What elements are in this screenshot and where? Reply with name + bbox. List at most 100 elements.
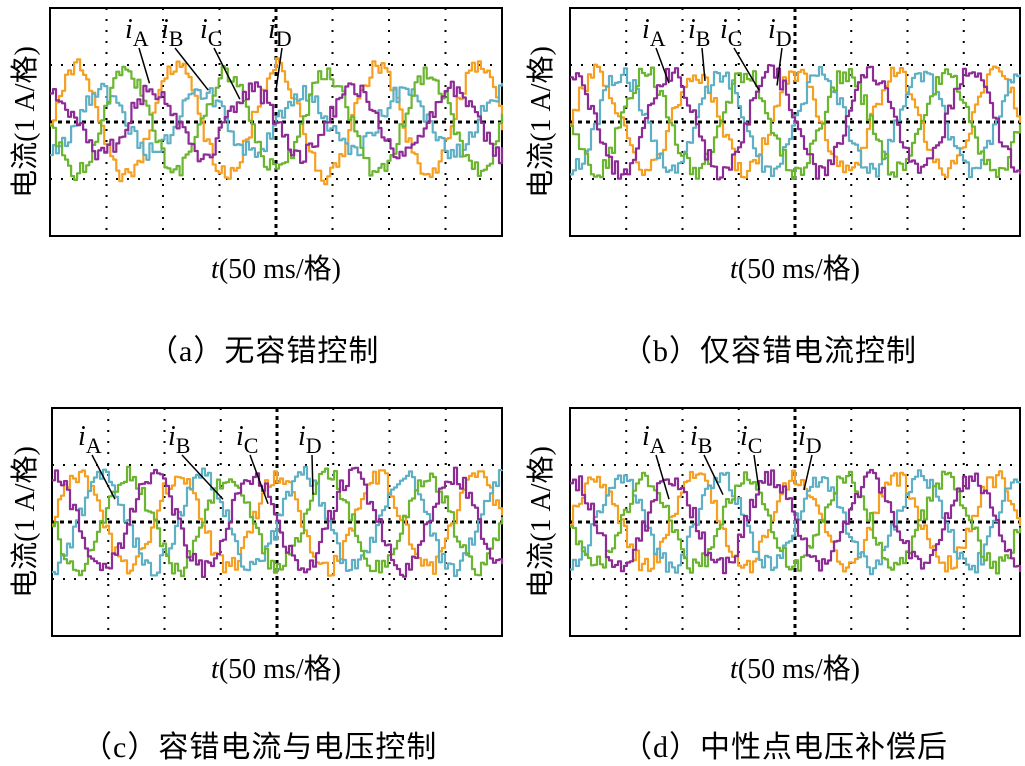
- x-axis-label-rest-a: (50 ms/格): [219, 253, 341, 285]
- series-line-iC-d: [570, 470, 1022, 575]
- label-pointer-C-c: [249, 454, 269, 505]
- label-pointer-A-b: [655, 47, 670, 84]
- series-label-D-b: iD: [768, 14, 792, 51]
- y-axis-label-a: 电流(1 A/格): [9, 46, 41, 198]
- series-label-sub-b: B: [696, 26, 711, 51]
- series-label-sub-b: C: [728, 26, 743, 51]
- series-label-base-a: i: [125, 14, 133, 45]
- series-line-iA-a: [50, 57, 504, 186]
- x-axis-label-italic-b: t: [730, 254, 739, 285]
- plot-area-d: [569, 407, 1022, 637]
- x-axis-label-a: t(50 ms/格): [211, 253, 341, 285]
- series-label-sub-d: B: [698, 433, 713, 458]
- series-label-sub-c: C: [244, 433, 259, 458]
- series-label-base-c: i: [78, 421, 86, 452]
- series-line-iD-a: [50, 80, 504, 165]
- x-axis-label-rest-b: (50 ms/格): [738, 253, 860, 285]
- series-label-sub-a: A: [133, 26, 149, 51]
- x-axis-label-rest-d: (50 ms/格): [738, 653, 860, 685]
- series-label-C-b: iC: [720, 14, 742, 51]
- series-label-sub-d: A: [650, 433, 666, 458]
- caption-c: （c）容错电流与电压控制: [82, 731, 438, 764]
- series-label-D-a: iD: [268, 14, 292, 51]
- plot-area-b: [569, 7, 1022, 237]
- label-pointer-A-d: [655, 454, 670, 500]
- series-label-B-b: iB: [688, 14, 710, 51]
- series-label-base-b: i: [642, 14, 650, 45]
- series-label-B-d: iB: [690, 421, 712, 458]
- series-label-C-a: iC: [200, 14, 222, 51]
- panel-a: 电流(1 A/格) t(50 ms/格) iA iB iC iD （a）无容错控制: [0, 0, 512, 383]
- series-label-base-b: i: [688, 14, 696, 45]
- series-label-sub-c: B: [176, 433, 191, 458]
- plot-area-c: [51, 407, 504, 637]
- chart-c: 电流(1 A/格) t(50 ms/格) iA iB iC iD: [9, 407, 504, 685]
- series-label-B-a: iB: [161, 14, 183, 51]
- series-label-base-d: i: [690, 421, 698, 452]
- caption-a: （a）无容错控制: [148, 335, 380, 368]
- label-pointer-D-c: [311, 454, 314, 495]
- x-axis-label-b: t(50 ms/格): [730, 253, 860, 285]
- series-label-sub-d: C: [748, 433, 763, 458]
- series-label-sub-b: A: [650, 26, 666, 51]
- x-axis-label-italic-c: t: [211, 654, 220, 685]
- label-pointer-C-d: [753, 454, 760, 491]
- y-axis-label-c: 电流(1 A/格): [9, 446, 41, 598]
- chart-b: 电流(1 A/格) t(50 ms/格) iA iB iC iD: [525, 7, 1022, 285]
- series-label-C-c: iC: [236, 421, 258, 458]
- x-axis-label-italic-d: t: [730, 654, 739, 685]
- series-label-sub-c: D: [306, 433, 322, 458]
- series-label-A-c: iA: [78, 421, 102, 458]
- x-axis-label-italic-a: t: [211, 254, 220, 285]
- series-label-C-d: iC: [740, 421, 762, 458]
- caption-d: （d）中性点电压补偿后: [622, 731, 948, 764]
- caption-b: （b）仅容错电流控制: [622, 335, 917, 368]
- series-label-base-d: i: [642, 421, 650, 452]
- series-label-sub-c: A: [86, 433, 102, 458]
- label-pointer-D-d: [803, 454, 813, 491]
- series-line-iB-a: [50, 82, 504, 161]
- series-line-iA-d: [570, 469, 1022, 574]
- series-label-base-a: i: [268, 14, 276, 45]
- label-pointer-B-b: [701, 47, 706, 82]
- series-label-sub-d: D: [806, 433, 822, 458]
- x-axis-label-c: t(50 ms/格): [211, 653, 341, 685]
- series-label-base-b: i: [768, 14, 776, 45]
- series-label-base-a: i: [200, 14, 208, 45]
- label-pointer-A-c: [91, 454, 116, 500]
- series-label-base-a: i: [161, 14, 169, 45]
- y-axis-label-b: 电流(1 A/格): [525, 46, 557, 198]
- series-label-base-c: i: [236, 421, 244, 452]
- series-label-base-d: i: [740, 421, 748, 452]
- series-line-iC-c: [52, 465, 504, 578]
- y-axis-label-d: 电流(1 A/格): [525, 446, 557, 598]
- series-line-iA-c: [52, 469, 504, 577]
- series-label-sub-a: C: [208, 26, 223, 51]
- series-line-iD-c: [52, 466, 504, 578]
- panel-c: 电流(1 A/格) t(50 ms/格) iA iB iC iD （c）容错电流与电压…: [0, 395, 512, 766]
- plot-area-a: [49, 7, 504, 237]
- series-line-iC-a: [50, 65, 504, 181]
- series-label-B-c: iB: [168, 421, 190, 458]
- x-axis-label-rest-c: (50 ms/格): [219, 653, 341, 685]
- label-pointer-D-a: [275, 47, 283, 91]
- series-label-A-a: iA: [125, 14, 149, 51]
- series-line-iD-b: [570, 64, 1022, 181]
- panel-b: 电流(1 A/格) t(50 ms/格) iA iB iC iD （b）仅容错电流控制: [512, 0, 1025, 383]
- label-pointer-A-a: [138, 47, 151, 84]
- series-label-base-b: i: [720, 14, 728, 45]
- chart-a: 电流(1 A/格) t(50 ms/格) iA iB iC iD: [9, 7, 504, 285]
- series-label-base-c: i: [168, 421, 176, 452]
- series-label-A-d: iA: [642, 421, 666, 458]
- series-label-base-d: i: [798, 421, 806, 452]
- series-line-iC-b: [570, 66, 1022, 180]
- series-line-iA-b: [570, 63, 1022, 179]
- series-label-D-d: iD: [798, 421, 822, 458]
- label-pointer-D-b: [776, 47, 783, 86]
- x-axis-label-d: t(50 ms/格): [730, 653, 860, 685]
- chart-d: 电流(1 A/格) t(50 ms/格) iA iB iC iD: [525, 407, 1022, 685]
- series-label-A-b: iA: [642, 14, 666, 51]
- series-label-sub-b: D: [776, 26, 792, 51]
- label-pointer-C-b: [733, 47, 760, 91]
- label-pointer-C-a: [213, 47, 241, 100]
